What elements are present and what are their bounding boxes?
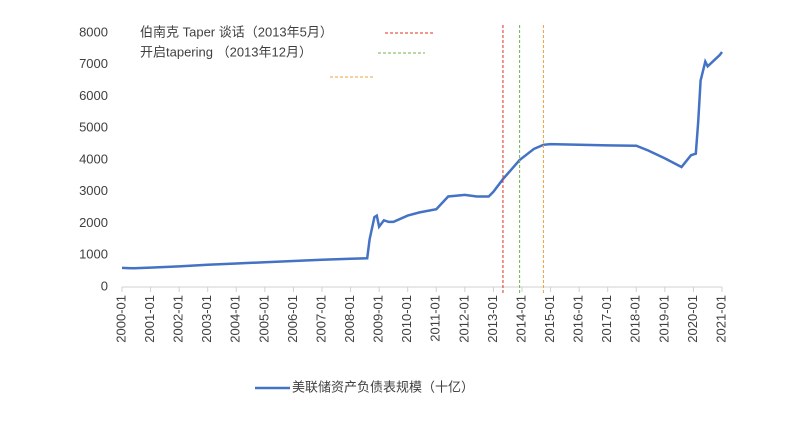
x-tick-label: 2019-01 xyxy=(656,295,671,343)
annotation: 伯南克 Taper 谈话（2013年5月） xyxy=(140,24,333,39)
y-tick-label: 6000 xyxy=(79,88,108,103)
x-tick-label: 2010-01 xyxy=(399,295,414,343)
x-tick-label: 2012-01 xyxy=(456,295,471,343)
x-tick-label: 2014-01 xyxy=(513,295,528,343)
x-tick-label: 2008-01 xyxy=(342,295,357,343)
x-tick-label: 2013-01 xyxy=(485,295,500,343)
x-tick-label: 2017-01 xyxy=(599,295,614,343)
x-tick-label: 2020-01 xyxy=(685,295,700,343)
x-tick-label: 2005-01 xyxy=(256,295,271,343)
x-tick-label: 2003-01 xyxy=(199,295,214,343)
y-tick-label: 2000 xyxy=(79,215,108,230)
y-tick-label: 5000 xyxy=(79,120,108,135)
x-tick-label: 2006-01 xyxy=(285,295,300,343)
x-tick-label: 2021-01 xyxy=(713,295,728,343)
x-tick-label: 2004-01 xyxy=(228,295,243,343)
y-tick-label: 4000 xyxy=(79,151,108,166)
x-tick-label: 2009-01 xyxy=(371,295,386,343)
y-tick-label: 1000 xyxy=(79,247,108,262)
y-tick-label: 8000 xyxy=(79,24,108,39)
x-tick-label: 2011-01 xyxy=(428,295,443,342)
data-line xyxy=(121,51,723,270)
y-tick-label: 7000 xyxy=(79,56,108,71)
x-tick-label: 2001-01 xyxy=(142,295,157,343)
x-tick-label: 2000-01 xyxy=(113,295,128,343)
legend-label: 美联储资产负债表规模（十亿） xyxy=(292,379,474,394)
x-tick-label: 2018-01 xyxy=(628,295,643,343)
y-tick-label: 3000 xyxy=(79,183,108,198)
x-tick-label: 2016-01 xyxy=(571,295,586,343)
y-tick-label: 0 xyxy=(101,278,108,293)
x-tick-label: 2002-01 xyxy=(171,295,186,343)
x-tick-label: 2007-01 xyxy=(313,295,328,343)
annotation: 开启tapering （2013年12月） xyxy=(140,44,312,59)
x-tick-label: 2015-01 xyxy=(542,295,557,343)
